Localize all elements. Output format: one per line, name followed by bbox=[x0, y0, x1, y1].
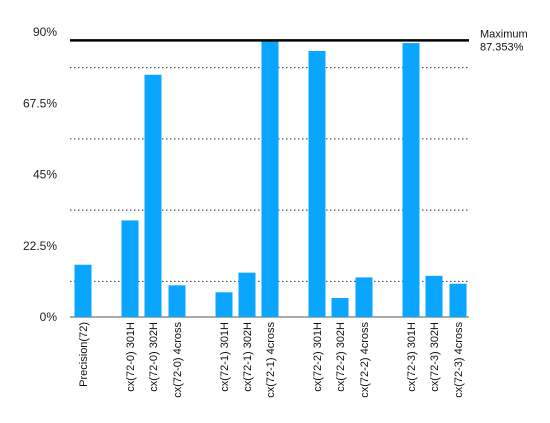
bar bbox=[355, 277, 373, 317]
x-category-label: cx(72-2) 302H bbox=[335, 322, 347, 392]
x-category-label: cx(72-1) 302H bbox=[242, 322, 254, 392]
x-category-labels: Precision(72) cx(72-0) 301H cx(72-0) 302H c… bbox=[78, 322, 465, 398]
bar bbox=[74, 264, 92, 317]
bar bbox=[238, 272, 256, 317]
x-category-label: cx(72-3) 301H bbox=[406, 322, 418, 392]
y-tick-label: 22.5% bbox=[23, 239, 57, 253]
bar bbox=[215, 292, 233, 317]
bar bbox=[144, 74, 162, 317]
x-category-label: cx(72-0) 302H bbox=[148, 322, 160, 392]
bar bbox=[449, 283, 467, 317]
y-tick-labels: 0% 22.5% 45% 67.5% 90% bbox=[23, 25, 57, 324]
bar bbox=[425, 275, 443, 317]
x-category-label: cx(72-3) 4cross bbox=[453, 322, 465, 398]
maximum-annotation: Maximum 87.353% bbox=[70, 28, 528, 53]
x-category-label: cx(72-3) 302H bbox=[429, 322, 441, 392]
maximum-label: Maximum bbox=[480, 28, 528, 40]
x-category-label: cx(72-1) 301H bbox=[219, 322, 231, 392]
x-category-label: cx(72-2) 4cross bbox=[359, 322, 371, 398]
bar bbox=[308, 51, 326, 317]
bars-layer bbox=[74, 40, 467, 317]
bar bbox=[261, 40, 279, 317]
y-tick-label: 67.5% bbox=[23, 96, 57, 110]
bar bbox=[168, 285, 186, 317]
bar bbox=[121, 220, 139, 317]
y-tick-label: 0% bbox=[40, 310, 58, 324]
x-category-label: cx(72-1) 4cross bbox=[265, 322, 277, 398]
x-category-label: cx(72-2) 301H bbox=[312, 322, 324, 392]
y-tick-label: 90% bbox=[33, 25, 57, 39]
bar bbox=[402, 43, 420, 317]
x-category-label: Precision(72) bbox=[78, 322, 90, 387]
x-category-label: cx(72-0) 301H bbox=[125, 322, 137, 392]
y-tick-label: 45% bbox=[33, 168, 57, 182]
x-category-label: cx(72-0) 4cross bbox=[172, 322, 184, 398]
maximum-value-label: 87.353% bbox=[480, 41, 524, 53]
bar bbox=[331, 298, 349, 317]
